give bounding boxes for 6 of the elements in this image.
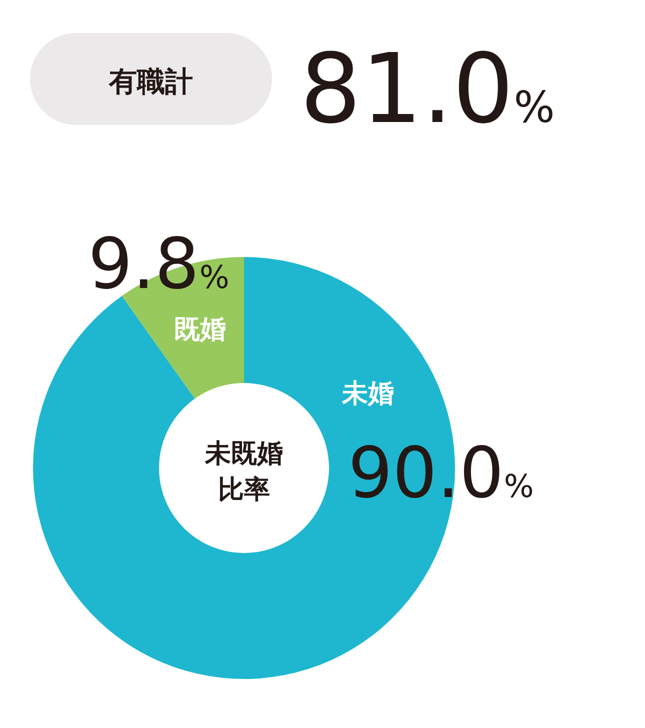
slice-label: 既婚 xyxy=(174,315,226,345)
data-label: 9.8% xyxy=(88,223,230,305)
text: 81.0% xyxy=(300,33,555,145)
text: 有職計 xyxy=(108,65,193,98)
text: 未既婚比率 xyxy=(204,439,283,505)
slice-label: 未婚 xyxy=(341,379,394,409)
